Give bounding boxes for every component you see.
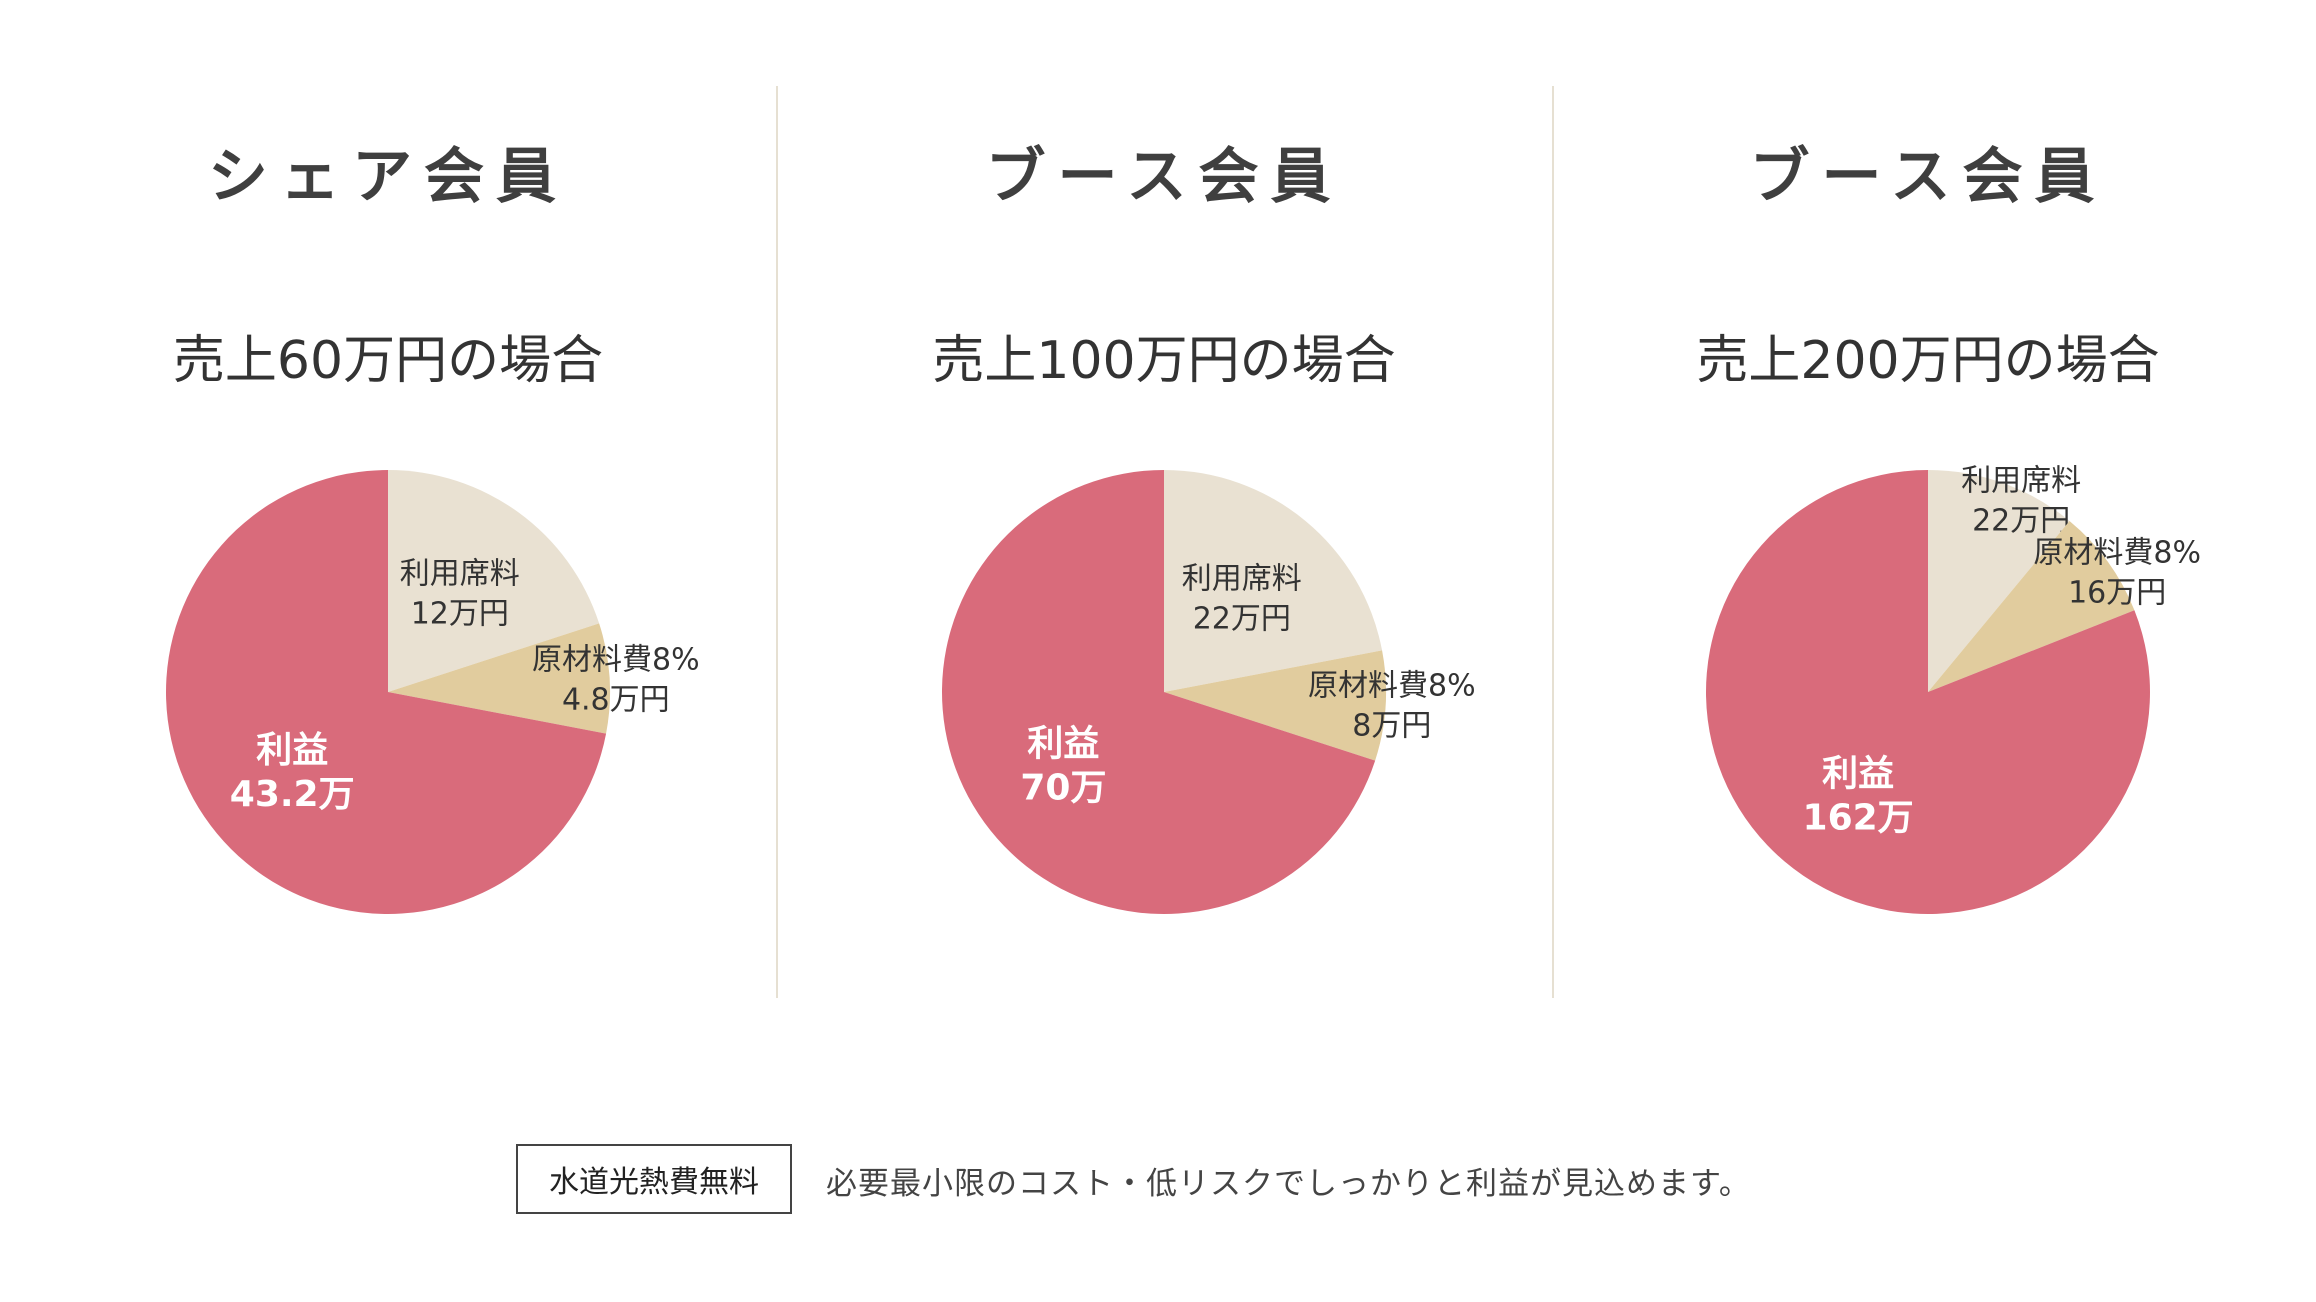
pie-slice xyxy=(941,470,1376,914)
chart-title: ブース会員 xyxy=(1749,142,2107,212)
slice-label: 原材料費8% xyxy=(2033,536,2201,571)
slice-label: 利益 xyxy=(256,730,328,771)
slice-value-label: 70万 xyxy=(1020,768,1106,809)
chart-subtitle: 売上60万円の場合 xyxy=(172,331,604,391)
slice-label: 原材料費8% xyxy=(532,643,700,678)
slice-label: 利益 xyxy=(1822,753,1894,794)
slice-value-label: 16万円 xyxy=(2068,576,2166,611)
footer-note: 必要最小限のコスト・低リスクでしっかりと利益が見込めます。 xyxy=(826,1166,1751,1202)
chart-subtitle: 売上200万円の場合 xyxy=(1696,331,2160,391)
chart-title: シェア会員 xyxy=(208,142,568,212)
pie-slice xyxy=(1928,470,2070,692)
pie-slice xyxy=(388,623,610,734)
panel-divider xyxy=(776,86,778,998)
pie-slice xyxy=(1164,650,1386,761)
pie-slice xyxy=(388,470,600,692)
slice-value-label: 22万円 xyxy=(1193,601,1291,636)
pie-slice xyxy=(1928,520,2135,692)
slice-label: 利益 xyxy=(1027,724,1099,765)
slice-label: 利用席料 xyxy=(400,557,520,592)
pie-slice xyxy=(1164,470,1383,692)
slice-value-label: 162万 xyxy=(1803,797,1914,838)
utilities-free-badge: 水道光熱費無料 xyxy=(516,1144,792,1214)
slice-value-label: 12万円 xyxy=(411,597,509,632)
chart-panel-share: シェア会員 売上60万円の場合 利用席料 12万円 原材料費8% 4.8万円利益 43.… xyxy=(0,0,776,1000)
slice-value-label: 43.2万 xyxy=(230,774,355,815)
slice-value-label: 8万円 xyxy=(1352,708,1431,743)
slice-label: 原材料費8% xyxy=(1308,668,1476,703)
chart-subtitle: 売上100万円の場合 xyxy=(932,331,1396,391)
slice-value-label: 4.8万円 xyxy=(562,683,670,718)
slice-value-label: 22万円 xyxy=(1972,503,2070,538)
pie-slice xyxy=(1705,470,2150,914)
panel-divider xyxy=(1552,86,1554,998)
chart-title: ブース会員 xyxy=(985,142,1343,212)
chart-panel-booth-200: ブース会員 売上200万円の場合 利用席料 22万円 原材料費8% 16万円利益 162… xyxy=(1540,0,2316,1000)
slice-label: 利用席料 xyxy=(1182,561,1302,596)
slice-label: 利用席料 xyxy=(1961,463,2081,498)
pie-slice xyxy=(166,470,607,914)
chart-panel-booth-100: ブース会員 売上100万円の場合 利用席料 22万円 原材料費8% 8万円 利益 70万 xyxy=(776,0,1552,1000)
